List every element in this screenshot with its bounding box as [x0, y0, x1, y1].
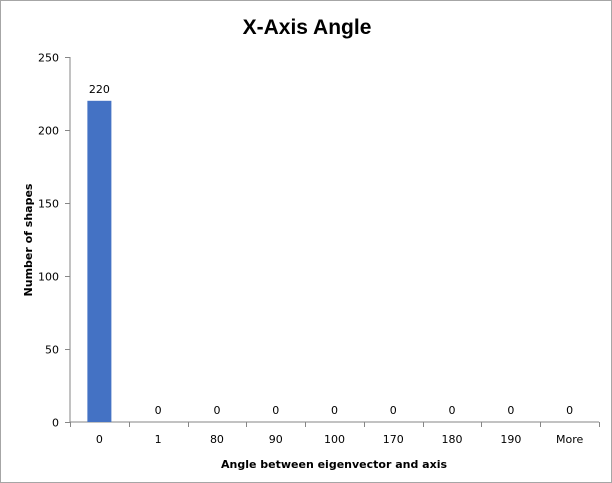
data-label: 220: [89, 83, 110, 96]
data-label: 0: [449, 404, 456, 417]
y-tick-label: 0: [52, 417, 59, 430]
y-tick-label: 150: [38, 198, 59, 211]
y-axis-title: Number of shapes: [22, 183, 35, 296]
data-label: 0: [390, 404, 397, 417]
data-label: 0: [566, 404, 573, 417]
data-label: 0: [272, 404, 279, 417]
data-label: 0: [155, 404, 162, 417]
data-label: 0: [331, 404, 338, 417]
x-tick-label: More: [556, 433, 584, 446]
data-label: 0: [213, 404, 220, 417]
y-tick-label: 200: [38, 125, 59, 138]
x-tick-label: 180: [442, 433, 463, 446]
bar: [87, 100, 112, 423]
y-tick-label: 50: [45, 344, 59, 357]
x-tick-label: 0: [96, 433, 103, 446]
x-tick-label: 80: [210, 433, 224, 446]
x-tick-label: 190: [500, 433, 521, 446]
data-label: 0: [507, 404, 514, 417]
x-tick-label: 90: [269, 433, 283, 446]
chart-title: X-Axis Angle: [243, 16, 372, 39]
y-tick-label: 250: [38, 52, 59, 65]
y-tick-label: 100: [38, 271, 59, 284]
x-tick-label: 1: [155, 433, 162, 446]
x-tick-label: 100: [324, 433, 345, 446]
x-axis-title: Angle between eigenvector and axis: [221, 458, 447, 471]
x-tick-label: 170: [383, 433, 404, 446]
plot-area: 0 50 100 150 200 250 220 0 0 1 0 80 0 90 0 100 0 170 0 180 0…: [38, 52, 600, 446]
